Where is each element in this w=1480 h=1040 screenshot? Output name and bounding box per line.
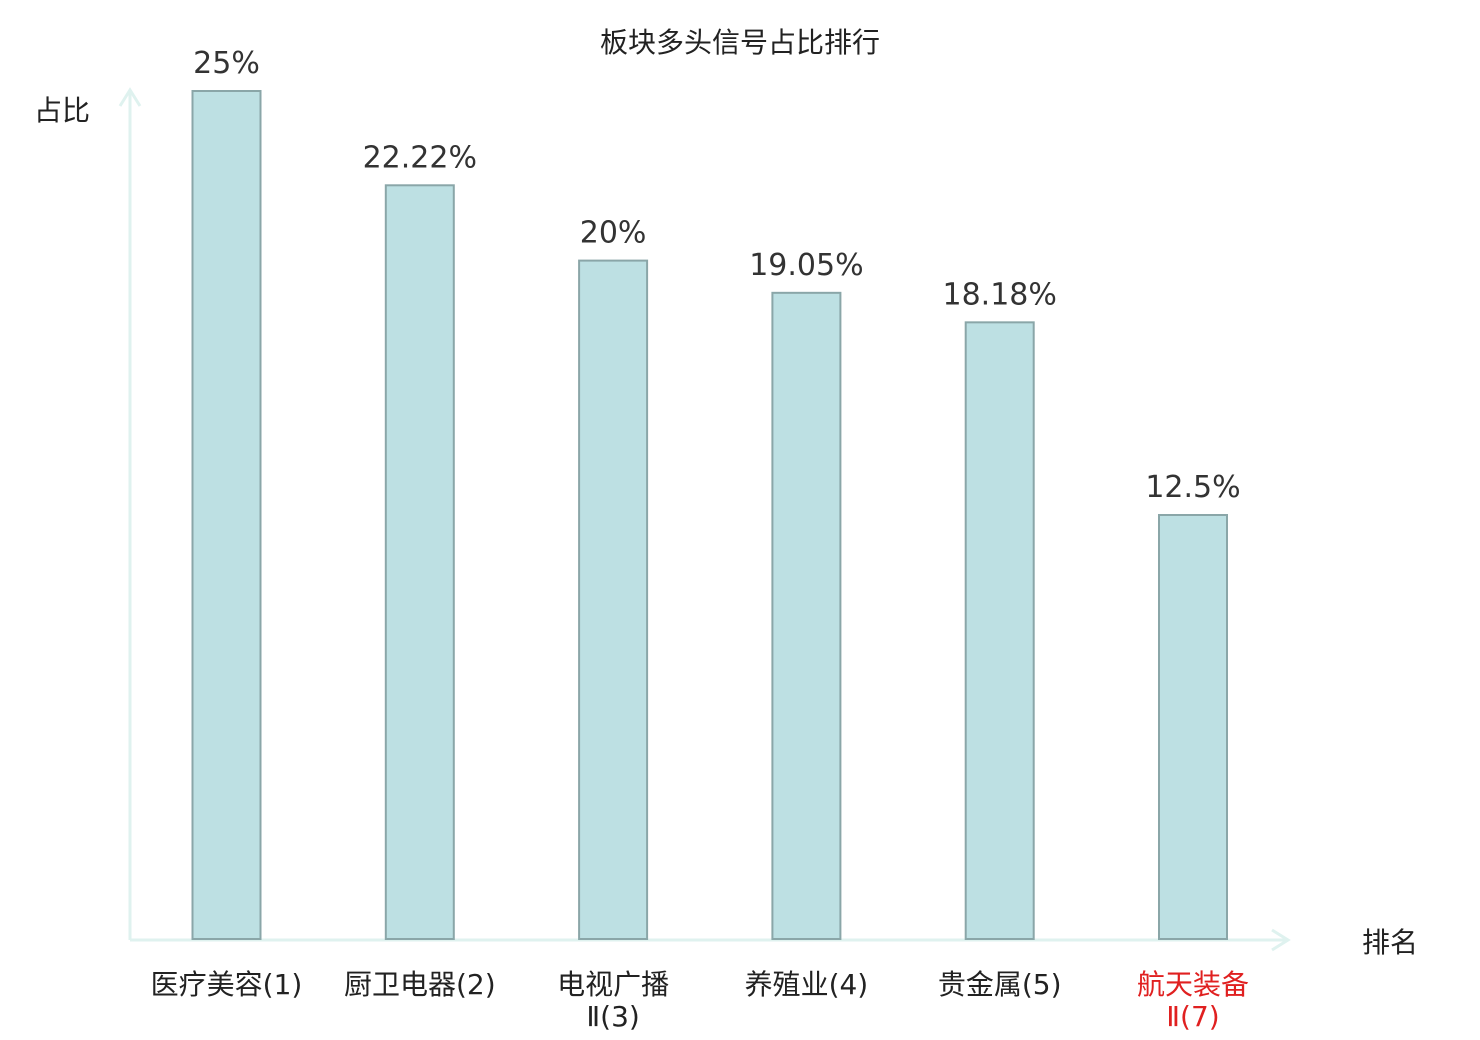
category-label-5: 贵金属(5) [938, 968, 1062, 1001]
x-axis-arrow-icon [1271, 928, 1291, 952]
x-axis-label: 排名 [1362, 926, 1418, 959]
value-labels-group: 25% 22.22% 20% 19.05% 18.18% 12.5% [193, 46, 1241, 505]
category-label-4: 养殖业(4) [745, 968, 869, 1001]
value-label-1: 25% [193, 46, 260, 81]
bar-3 [578, 259, 649, 941]
value-label-6: 12.5% [1145, 470, 1240, 505]
bar-1 [191, 90, 262, 940]
bar-4 [771, 291, 842, 941]
bar-2 [384, 184, 455, 940]
value-label-4: 19.05% [749, 248, 863, 283]
category-label-3-line2: Ⅱ(3) [586, 1000, 639, 1033]
value-label-2: 22.22% [363, 140, 477, 175]
category-label-1: 医疗美容(1) [151, 968, 303, 1001]
y-axis-label: 占比 [34, 94, 90, 127]
bar-5 [964, 321, 1035, 940]
category-label-2: 厨卫电器(2) [344, 968, 496, 1001]
y-axis-arrow-icon [118, 87, 142, 107]
category-label-6: 航天装备 [1137, 968, 1249, 1001]
category-label-3: 电视广播 [557, 968, 669, 1001]
bar-6 [1158, 514, 1228, 940]
chart-title: 板块多头信号占比排行 [600, 26, 880, 59]
bars-group [191, 90, 1228, 941]
axes [118, 87, 1291, 952]
value-label-3: 20% [580, 216, 647, 251]
category-label-6-line2: Ⅱ(7) [1166, 1000, 1219, 1033]
value-label-5: 18.18% [943, 277, 1057, 312]
